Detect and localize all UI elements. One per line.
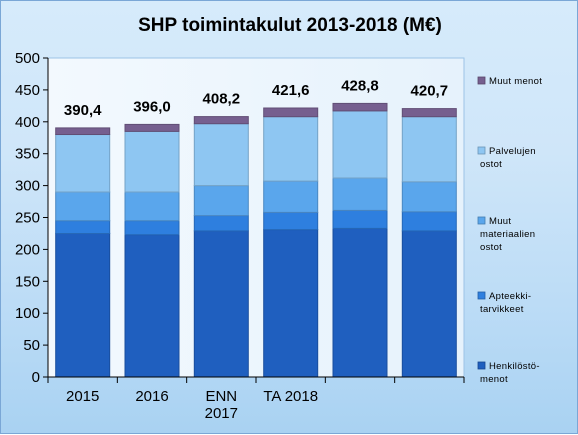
- y-tick-label: 200: [15, 241, 40, 258]
- bar-total-label: 408,2: [203, 91, 241, 108]
- bar-segment-4: [55, 134, 111, 193]
- chart-title: SHP toimintakulut 2013-2018 (M€): [138, 15, 442, 36]
- bar-segment-1: [401, 230, 457, 378]
- bar-segment-3: [332, 177, 388, 211]
- x-tick-label: TA 2018: [263, 388, 318, 405]
- x-tick-label: ENN 2017: [205, 388, 238, 422]
- bar-segment-5: [193, 116, 249, 125]
- y-tick-label: 350: [15, 146, 40, 163]
- y-tick-label: 500: [15, 50, 40, 67]
- bar-segment-5: [55, 127, 111, 136]
- bar-segment-4: [193, 123, 249, 187]
- legend-label: Apteekki-tarvikkeet: [480, 291, 531, 315]
- legend-label: Muut materiaalien ostot: [480, 216, 535, 253]
- bar-total-label: 428,8: [341, 77, 379, 94]
- bar-segment-3: [124, 191, 180, 222]
- bar-segment-1: [332, 227, 388, 378]
- bar-segment-3: [55, 191, 111, 222]
- y-tick-label: 250: [15, 210, 40, 227]
- bar-segment-2: [193, 215, 249, 232]
- bar-segment-1: [193, 230, 249, 378]
- bar-total-label: 390,4: [64, 102, 102, 119]
- bar-segment-4: [263, 116, 319, 182]
- plot-area: [47, 57, 465, 378]
- y-tick-label: 50: [23, 337, 40, 354]
- bar-total-label: 396,0: [133, 98, 171, 115]
- bar-segment-3: [401, 181, 457, 213]
- legend-swatch: [477, 216, 486, 225]
- bar-segment-1: [263, 229, 319, 378]
- bar-segment-1: [55, 232, 111, 378]
- bar-segment-3: [263, 180, 319, 213]
- bar-segment-4: [401, 116, 457, 183]
- bar-segment-5: [401, 108, 457, 118]
- bar-total-label: 420,7: [411, 83, 449, 100]
- legend-swatch: [477, 291, 486, 300]
- y-tick-label: 300: [15, 178, 40, 195]
- bar-segment-2: [332, 210, 388, 229]
- bar-segment-2: [55, 220, 111, 234]
- y-tick-label: 400: [15, 114, 40, 131]
- legend-swatch: [477, 76, 486, 85]
- y-tick-label: 450: [15, 82, 40, 99]
- bar-segment-1: [124, 234, 180, 378]
- legend-label: Muut menot: [489, 76, 542, 87]
- bar-segment-5: [124, 123, 180, 132]
- legend-label: Palvelujen ostot: [480, 146, 536, 170]
- x-tick-label: 2015: [66, 388, 99, 405]
- bar-segment-4: [124, 130, 180, 193]
- y-tick-label: 150: [15, 273, 40, 290]
- bar-segment-5: [263, 107, 319, 118]
- bar-segment-2: [124, 220, 180, 236]
- bar-segment-5: [332, 102, 388, 112]
- bar-total-label: 421,6: [272, 82, 310, 99]
- bar-segment-4: [332, 110, 388, 179]
- legend-swatch: [477, 146, 486, 155]
- bar-segment-3: [193, 185, 249, 217]
- x-tick-label: 2016: [135, 388, 168, 405]
- bar-segment-2: [401, 211, 457, 232]
- legend-label: Henkilöstö-menot: [480, 361, 540, 385]
- legend-swatch: [477, 361, 486, 370]
- bar-segment-2: [263, 211, 319, 231]
- y-tick-label: 0: [32, 369, 40, 386]
- y-tick-label: 100: [15, 305, 40, 322]
